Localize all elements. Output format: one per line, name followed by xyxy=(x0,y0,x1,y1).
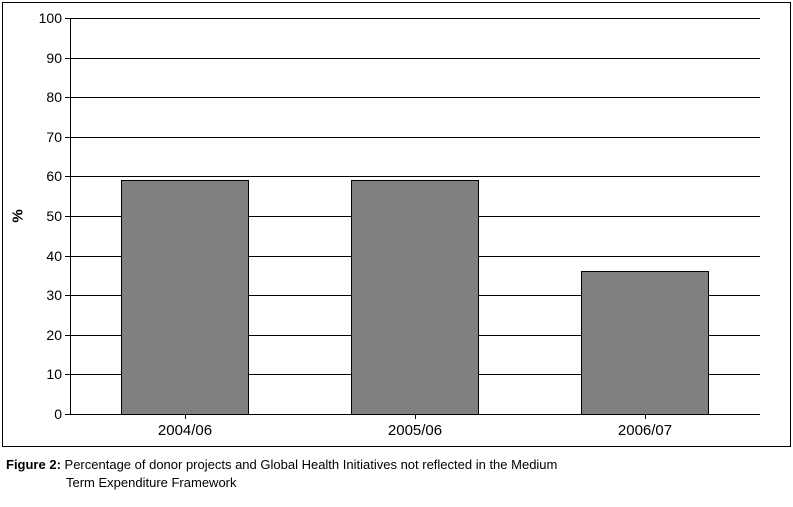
y-axis xyxy=(70,18,71,414)
x-tick-label: 2005/06 xyxy=(388,422,442,439)
y-tick-label: 90 xyxy=(30,50,62,66)
bar xyxy=(121,180,250,414)
y-tick-label: 20 xyxy=(30,327,62,343)
grid-line xyxy=(70,58,760,59)
x-tick xyxy=(185,414,186,419)
y-tick-label: 60 xyxy=(30,168,62,184)
grid-line xyxy=(70,176,760,177)
caption-text-line1: Percentage of donor projects and Global … xyxy=(65,457,558,472)
grid-line xyxy=(70,18,760,19)
caption-text-line2: Term Expenditure Framework xyxy=(6,475,237,490)
y-tick-label: 50 xyxy=(30,208,62,224)
x-tick xyxy=(645,414,646,419)
y-axis-label: % xyxy=(10,209,27,222)
caption-label: Figure 2: xyxy=(6,457,61,472)
bar xyxy=(351,180,480,414)
y-tick-label: 30 xyxy=(30,287,62,303)
y-tick-label: 80 xyxy=(30,89,62,105)
figure-container: % Figure 2: Percentage of donor projects… xyxy=(0,0,793,507)
y-tick-label: 10 xyxy=(30,366,62,382)
figure-caption: Figure 2: Percentage of donor projects a… xyxy=(6,456,557,491)
y-tick-label: 70 xyxy=(30,129,62,145)
x-tick-label: 2004/06 xyxy=(158,422,212,439)
y-tick-label: 100 xyxy=(30,10,62,26)
bar xyxy=(581,271,710,414)
y-tick-label: 40 xyxy=(30,248,62,264)
grid-line xyxy=(70,137,760,138)
grid-line xyxy=(70,97,760,98)
x-tick xyxy=(415,414,416,419)
x-tick-label: 2006/07 xyxy=(618,422,672,439)
y-tick-label: 0 xyxy=(30,406,62,422)
